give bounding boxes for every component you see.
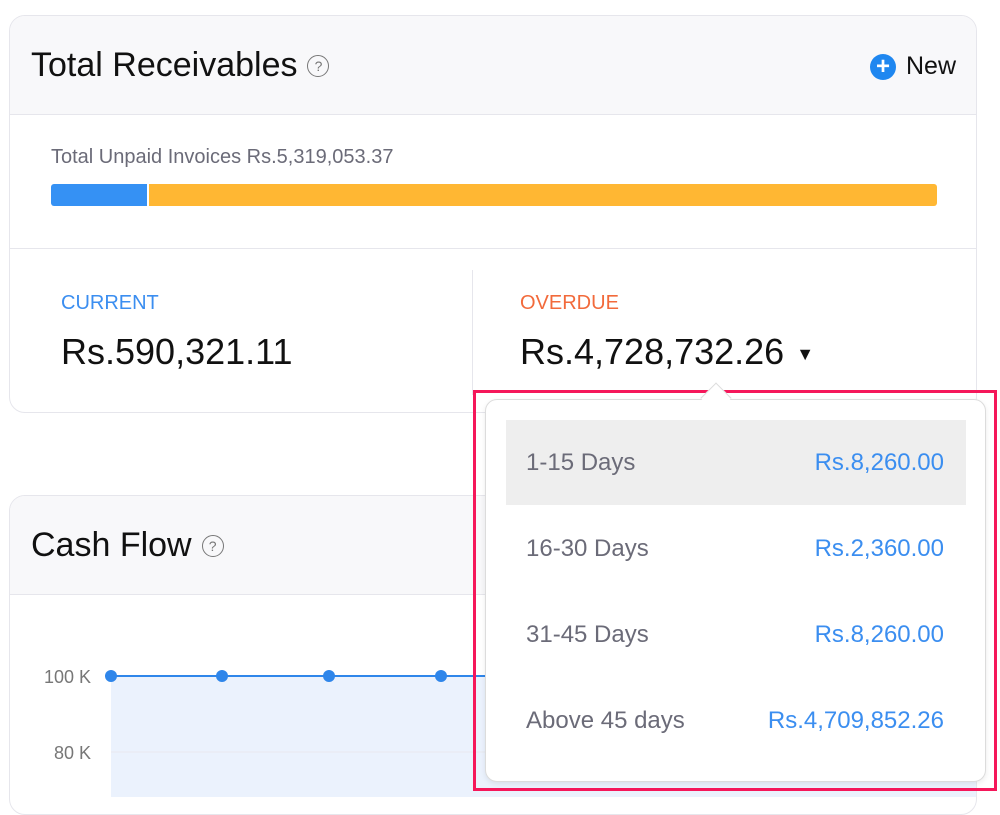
- plus-circle-icon: +: [869, 53, 896, 80]
- card-title: Total Receivables ?: [31, 46, 330, 85]
- question-circle-icon[interactable]: ?: [201, 534, 224, 557]
- divider: [10, 248, 976, 249]
- item-value: Rs.2,360.00: [814, 534, 944, 562]
- total-unpaid-invoices: Total Unpaid Invoices Rs.5,319,053.37: [51, 146, 394, 168]
- y-tick-label: 80 K: [54, 743, 91, 763]
- title-text: Cash Flow: [31, 526, 192, 564]
- current-segment: [51, 184, 150, 206]
- divider: [472, 270, 473, 395]
- item-value: Rs.4,709,852.26: [767, 706, 944, 734]
- overdue-item-1-15[interactable]: 1-15 Days Rs.8,260.00: [506, 420, 966, 505]
- overdue-amount: Rs.4,728,732.26: [520, 331, 785, 372]
- overdue-dropdown-toggle[interactable]: Rs.4,728,732.26 ▼: [520, 331, 814, 373]
- y-tick-label: 100 K: [44, 667, 91, 687]
- total-receivables-card: Total Receivables ? + New Total Unpaid I…: [9, 15, 977, 413]
- item-label: Above 45 days: [526, 706, 685, 734]
- item-value: Rs.8,260.00: [814, 620, 944, 648]
- question-circle-icon[interactable]: ?: [307, 54, 330, 77]
- data-point[interactable]: [105, 670, 117, 682]
- overdue-item-16-30[interactable]: 16-30 Days Rs.2,360.00: [506, 506, 966, 591]
- title-text: Total Receivables: [31, 46, 298, 84]
- card-header: Total Receivables ? + New: [10, 16, 976, 115]
- overdue-breakdown-popup: 1-15 Days Rs.8,260.00 16-30 Days Rs.2,36…: [485, 399, 986, 782]
- card-title: Cash Flow ?: [31, 526, 224, 565]
- data-point[interactable]: [216, 670, 228, 682]
- item-label: 16-30 Days: [526, 534, 649, 562]
- overdue-label: OVERDUE: [520, 292, 619, 314]
- overdue-segment: [149, 184, 937, 206]
- new-button[interactable]: + New: [869, 52, 956, 81]
- data-point[interactable]: [435, 670, 447, 682]
- caret-down-icon: ▼: [796, 343, 815, 364]
- item-value: Rs.8,260.00: [814, 448, 944, 476]
- current-label: CURRENT: [61, 292, 159, 314]
- unpaid-progress-bar: [51, 184, 937, 206]
- highlight-outline: [473, 390, 997, 791]
- item-label: 1-15 Days: [526, 448, 636, 476]
- new-label: New: [905, 52, 956, 80]
- overdue-item-above-45[interactable]: Above 45 days Rs.4,709,852.26: [506, 678, 966, 763]
- current-amount: Rs.590,321.11: [61, 331, 293, 372]
- data-point[interactable]: [323, 670, 335, 682]
- overdue-item-31-45[interactable]: 31-45 Days Rs.8,260.00: [506, 592, 966, 677]
- item-label: 31-45 Days: [526, 620, 649, 648]
